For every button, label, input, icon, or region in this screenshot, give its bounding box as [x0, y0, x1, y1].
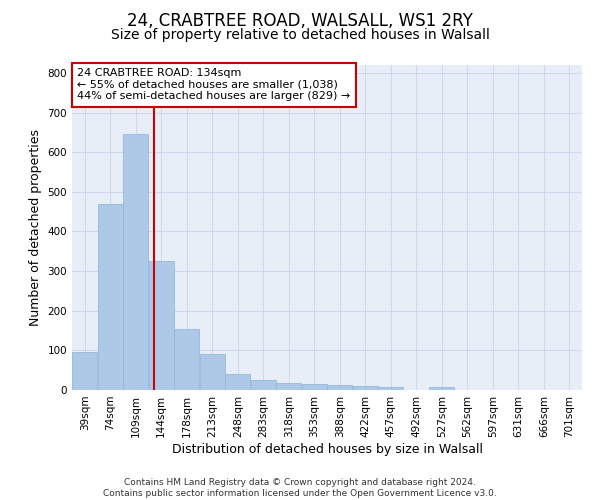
Bar — [200, 354, 224, 390]
Bar — [302, 384, 326, 390]
Bar — [98, 204, 122, 390]
Bar — [328, 385, 352, 390]
Text: 24, CRABTREE ROAD, WALSALL, WS1 2RY: 24, CRABTREE ROAD, WALSALL, WS1 2RY — [127, 12, 473, 30]
Y-axis label: Number of detached properties: Number of detached properties — [29, 129, 42, 326]
Bar — [277, 383, 301, 390]
Bar — [175, 328, 199, 390]
Bar — [124, 134, 148, 390]
Text: Contains HM Land Registry data © Crown copyright and database right 2024.
Contai: Contains HM Land Registry data © Crown c… — [103, 478, 497, 498]
X-axis label: Distribution of detached houses by size in Walsall: Distribution of detached houses by size … — [172, 442, 482, 456]
Bar — [73, 352, 97, 390]
Bar — [430, 387, 454, 390]
Text: Size of property relative to detached houses in Walsall: Size of property relative to detached ho… — [110, 28, 490, 42]
Bar — [251, 380, 275, 390]
Bar — [353, 386, 377, 390]
Bar — [379, 387, 403, 390]
Bar — [149, 261, 173, 390]
Text: 24 CRABTREE ROAD: 134sqm
← 55% of detached houses are smaller (1,038)
44% of sem: 24 CRABTREE ROAD: 134sqm ← 55% of detach… — [77, 68, 350, 102]
Bar — [226, 374, 250, 390]
